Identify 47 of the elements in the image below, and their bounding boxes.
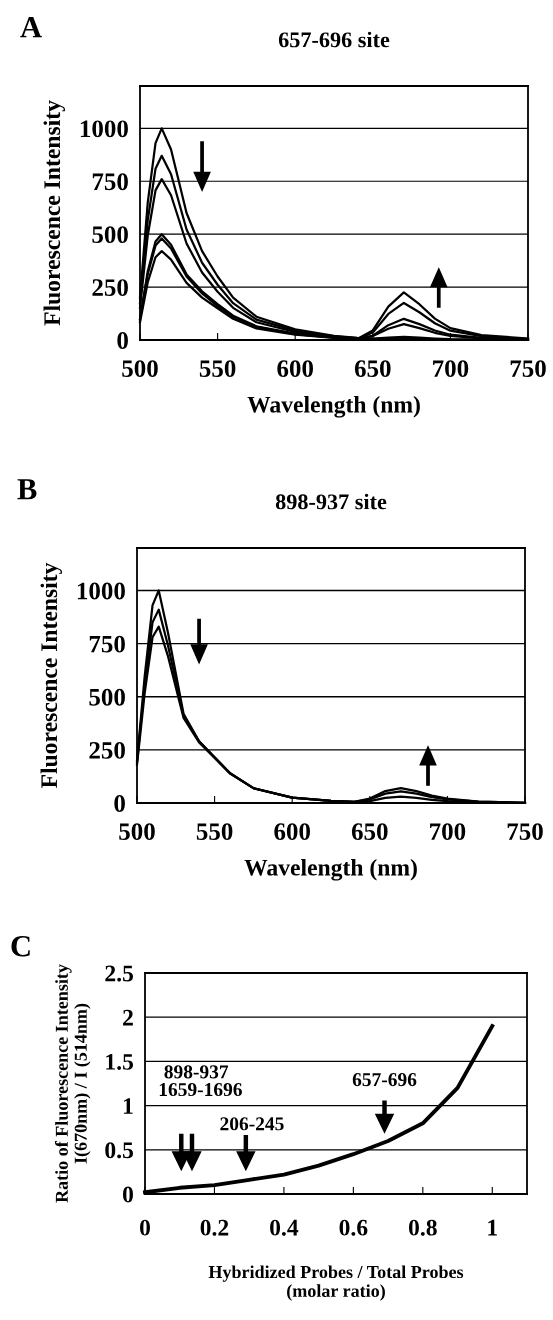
y-tick-label: 250 bbox=[92, 279, 128, 296]
y-tick-label: 0 bbox=[117, 332, 128, 349]
x-tick-label: 600 bbox=[274, 823, 310, 841]
y-tick-label: 750 bbox=[89, 635, 125, 653]
x-axis-title: Wavelength (nm) bbox=[244, 859, 417, 881]
x-tick-label: 600 bbox=[277, 360, 313, 378]
x-tick-label: 0.2 bbox=[200, 1219, 229, 1236]
x-axis-title: Wavelength (nm) bbox=[247, 396, 420, 418]
x-tick-label: 0.6 bbox=[339, 1219, 368, 1236]
y-tick-label: 2.5 bbox=[105, 965, 134, 982]
x-tick-label: 0.4 bbox=[270, 1219, 299, 1236]
x-tick-label: 650 bbox=[351, 823, 388, 841]
x-tick-label: 0 bbox=[140, 1219, 150, 1236]
y-tick-label: 1000 bbox=[77, 582, 125, 600]
x-axis-title: Hybridized Probes / Total Probes (molar ratio) bbox=[208, 1265, 464, 1301]
x-tick-label: 750 bbox=[507, 823, 543, 841]
chart-title: 657-696 site bbox=[278, 31, 390, 48]
y-tick-label: 0.5 bbox=[105, 1142, 134, 1159]
text: C bbox=[11, 935, 30, 957]
y-tick-label: 1 bbox=[123, 1098, 133, 1114]
chart-title: 898-937 site bbox=[275, 493, 387, 510]
annotation: 1659-1696 bbox=[159, 1083, 242, 1097]
annotation: 657-696 bbox=[352, 1073, 417, 1087]
annotation: 898-937 bbox=[164, 1065, 229, 1079]
y-axis-title: Fluorescence Intensity bbox=[43, 100, 65, 326]
annotation: 206-245 bbox=[220, 1117, 284, 1131]
text: A bbox=[20, 17, 42, 38]
x-tick-label: 550 bbox=[196, 823, 233, 841]
y-tick-label: 250 bbox=[89, 741, 125, 759]
x-tick-label: 1 bbox=[488, 1219, 497, 1236]
y-axis-title: Ratio of Fluorescence Intensity I(670nm) / I (514nm) bbox=[55, 964, 91, 1203]
x-tick-label: 650 bbox=[354, 360, 391, 378]
x-tick-label: 550 bbox=[199, 360, 236, 378]
y-tick-label: 1.5 bbox=[106, 1054, 134, 1070]
x-tick-label: 750 bbox=[510, 360, 546, 378]
y-tick-label: 0 bbox=[114, 795, 125, 812]
y-tick-label: 2 bbox=[123, 1009, 133, 1026]
y-tick-label: 500 bbox=[92, 226, 128, 244]
y-tick-label: 1000 bbox=[80, 120, 128, 138]
y-tick-label: 750 bbox=[92, 173, 128, 191]
x-tick-label: 0.8 bbox=[408, 1219, 437, 1236]
x-tick-label: 700 bbox=[433, 360, 469, 378]
y-tick-label: 500 bbox=[89, 688, 125, 706]
y-axis-title: Fluorescence Intensity bbox=[40, 562, 62, 789]
text: B bbox=[17, 479, 37, 500]
y-tick-label: 0 bbox=[122, 1186, 133, 1203]
x-tick-label: 700 bbox=[430, 823, 466, 841]
